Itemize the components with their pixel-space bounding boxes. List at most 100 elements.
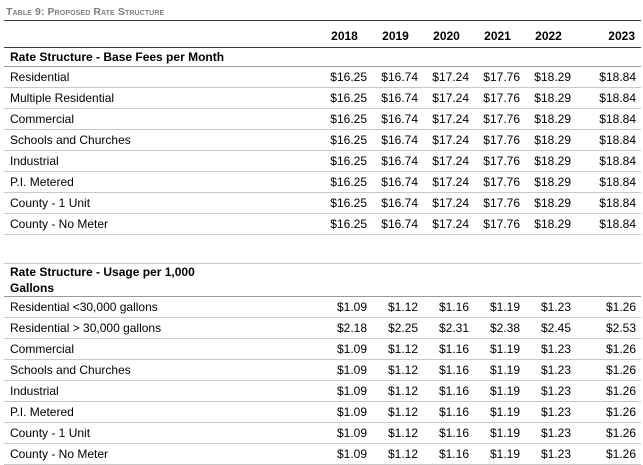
row-label: Schools and Churches <box>4 129 319 151</box>
rate-cell: $17.76 <box>472 129 523 151</box>
rate-cell: $18.84 <box>574 192 641 214</box>
rate-cell: $1.19 <box>472 296 523 318</box>
rate-cell: $1.23 <box>523 422 574 444</box>
rate-cell: $1.26 <box>574 443 641 465</box>
caption-rule <box>4 20 641 21</box>
rate-cell: $1.16 <box>421 359 472 381</box>
rate-cell: $1.26 <box>574 401 641 423</box>
rate-cell: $18.29 <box>523 150 574 172</box>
header-blank <box>4 25 319 48</box>
row-label: Industrial <box>4 380 319 402</box>
rate-cell: $2.18 <box>319 317 370 339</box>
rate-cell: $1.12 <box>370 422 421 444</box>
row-label: Commercial <box>4 338 319 360</box>
rate-cell: $17.76 <box>472 171 523 193</box>
rate-cell: $1.09 <box>319 422 370 444</box>
rate-cell: $17.24 <box>421 213 472 235</box>
row-label: County - No Meter <box>4 443 319 465</box>
rate-cell: $1.12 <box>370 401 421 423</box>
year-header: 2022 <box>523 25 574 48</box>
rate-cell: $16.74 <box>370 171 421 193</box>
rate-cell: $16.74 <box>370 108 421 130</box>
rate-cell: $1.09 <box>319 338 370 360</box>
rate-cell: $1.16 <box>421 443 472 465</box>
rate-cell: $1.19 <box>472 443 523 465</box>
rate-cell: $1.23 <box>523 296 574 318</box>
rate-cell: $1.16 <box>421 401 472 423</box>
table-row: Industrial $1.09 $1.12 $1.16 $1.19 $1.23 $1.26 <box>4 380 641 402</box>
year-header: 2018 <box>319 25 370 48</box>
rate-cell: $18.29 <box>523 213 574 235</box>
year-header-row: 2018 2019 2020 2021 2022 2023 <box>4 25 641 48</box>
rate-cell: $1.23 <box>523 338 574 360</box>
rate-cell: $1.26 <box>574 359 641 381</box>
table-row: Residential > 30,000 gallons $2.18 $2.25 $2… <box>4 317 641 339</box>
rate-cell: $16.25 <box>319 213 370 235</box>
row-label: County - 1 Unit <box>4 192 319 214</box>
year-header: 2023 <box>574 25 641 48</box>
row-label: Industrial <box>4 150 319 172</box>
rate-cell: $1.09 <box>319 359 370 381</box>
table-caption: Table 9: Proposed Rate Structure <box>6 6 165 18</box>
rate-structure-table: 2018 2019 2020 2021 2022 2023 Rate Struc… <box>4 25 641 465</box>
table-row: County - 1 Unit $1.09 $1.12 $1.16 $1.19 $1.23… <box>4 422 641 444</box>
rate-cell: $1.09 <box>319 296 370 318</box>
rate-cell: $16.25 <box>319 150 370 172</box>
rate-cell: $1.23 <box>523 401 574 423</box>
rate-cell: $2.25 <box>370 317 421 339</box>
rate-cell: $1.16 <box>421 296 472 318</box>
section-title: Gallons <box>4 280 641 297</box>
table-row: Commercial $16.25 $16.74 $17.24 $17.76 $18.29… <box>4 108 641 130</box>
row-label: Multiple Residential <box>4 87 319 109</box>
rate-cell: $1.23 <box>523 443 574 465</box>
rate-cell: $16.25 <box>319 66 370 88</box>
table-row: Residential <30,000 gallons $1.09 $1.12 $1.… <box>4 296 641 318</box>
rate-cell: $17.24 <box>421 66 472 88</box>
rate-cell: $16.25 <box>319 192 370 214</box>
table-row: P.I. Metered $1.09 $1.12 $1.16 $1.19 $1.23 $1.… <box>4 401 641 423</box>
rate-cell: $18.84 <box>574 66 641 88</box>
rate-cell: $1.16 <box>421 422 472 444</box>
table-row: P.I. Metered $16.25 $16.74 $17.24 $17.76 $18.… <box>4 171 641 193</box>
rate-cell: $17.24 <box>421 87 472 109</box>
rate-cell: $1.12 <box>370 359 421 381</box>
rate-cell: $18.29 <box>523 66 574 88</box>
rate-cell: $1.19 <box>472 380 523 402</box>
rate-cell: $17.76 <box>472 87 523 109</box>
rate-cell: $1.09 <box>319 443 370 465</box>
rate-cell: $1.19 <box>472 359 523 381</box>
rate-cell: $18.84 <box>574 108 641 130</box>
row-label: Residential > 30,000 gallons <box>4 317 319 339</box>
rate-cell: $17.76 <box>472 66 523 88</box>
rate-cell: $2.31 <box>421 317 472 339</box>
rate-cell: $18.29 <box>523 171 574 193</box>
year-header: 2020 <box>421 25 472 48</box>
rate-cell: $18.84 <box>574 213 641 235</box>
rate-cell: $1.23 <box>523 380 574 402</box>
rate-cell: $17.24 <box>421 171 472 193</box>
rate-cell: $17.76 <box>472 108 523 130</box>
rate-cell: $17.24 <box>421 150 472 172</box>
rate-cell: $18.84 <box>574 171 641 193</box>
rate-cell: $18.84 <box>574 87 641 109</box>
section-title: Rate Structure - Base Fees per Month <box>4 47 641 67</box>
rate-cell: $1.09 <box>319 401 370 423</box>
year-header: 2019 <box>370 25 421 48</box>
table-row: Schools and Churches $1.09 $1.12 $1.16 $1.19… <box>4 359 641 381</box>
rate-cell: $16.74 <box>370 66 421 88</box>
rate-cell: $17.24 <box>421 192 472 214</box>
rate-cell: $1.12 <box>370 296 421 318</box>
rate-cell: $18.84 <box>574 150 641 172</box>
table-row: Industrial $16.25 $16.74 $17.24 $17.76 $18.29… <box>4 150 641 172</box>
rate-cell: $1.16 <box>421 380 472 402</box>
section-title: Rate Structure - Usage per 1,000 <box>10 265 195 279</box>
rate-cell: $18.29 <box>523 87 574 109</box>
rate-cell: $16.74 <box>370 129 421 151</box>
rate-cell: $17.76 <box>472 192 523 214</box>
section-header-usage: Rate Structure - Usage per 1,000 <box>4 264 641 281</box>
row-label: Schools and Churches <box>4 359 319 381</box>
rate-cell: $16.25 <box>319 87 370 109</box>
rate-cell: $1.19 <box>472 401 523 423</box>
rate-cell: $1.19 <box>472 338 523 360</box>
year-header: 2021 <box>472 25 523 48</box>
